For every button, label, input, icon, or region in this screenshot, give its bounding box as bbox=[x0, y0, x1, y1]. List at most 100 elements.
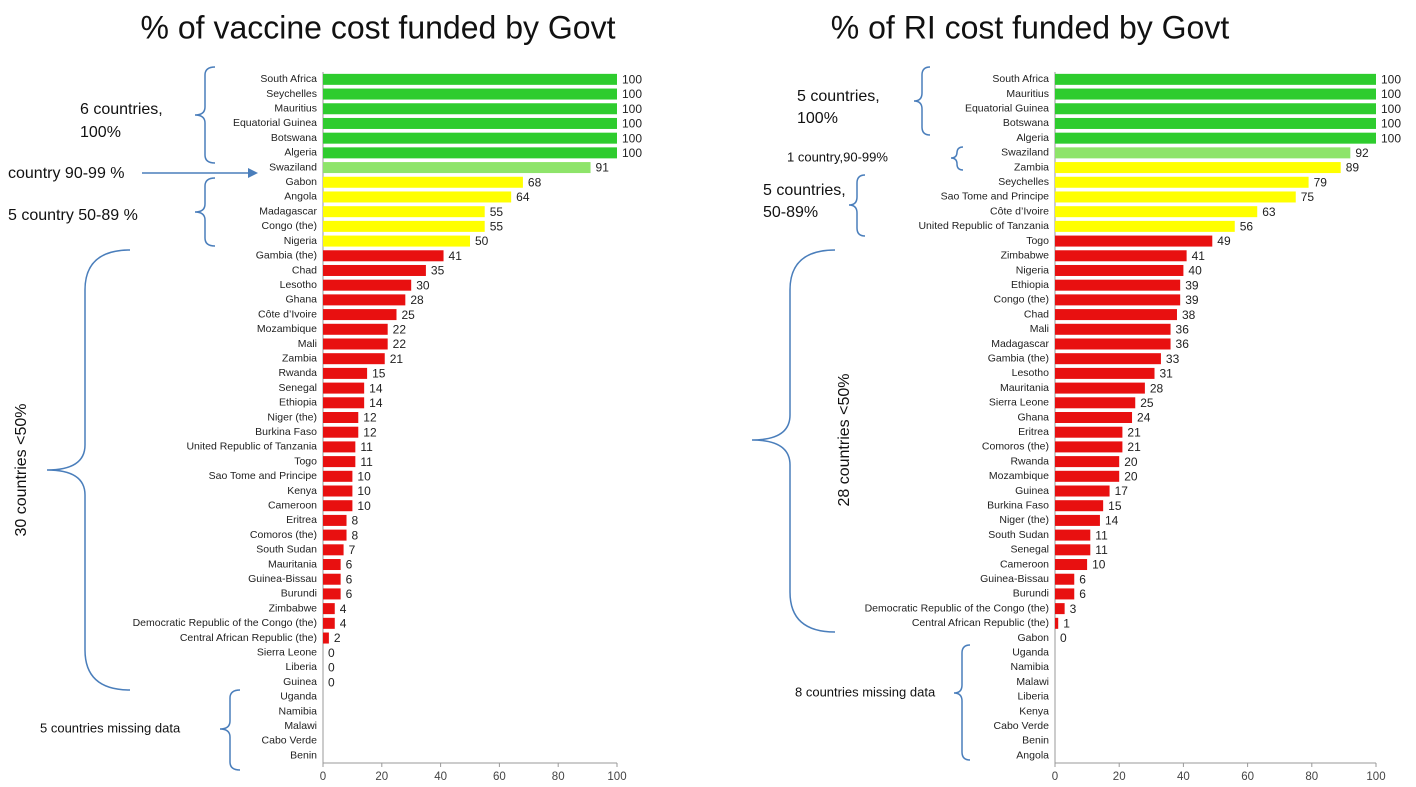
category-label: Nigeria bbox=[284, 235, 317, 247]
category-label: Angola bbox=[1016, 749, 1049, 761]
bar bbox=[323, 235, 470, 247]
category-label: Zambia bbox=[282, 352, 317, 364]
bar bbox=[1055, 426, 1123, 438]
category-label: Burkina Faso bbox=[987, 499, 1049, 511]
category-label: Algeria bbox=[1016, 132, 1049, 144]
value-label: 4 bbox=[340, 602, 347, 616]
brace bbox=[848, 174, 866, 237]
bar bbox=[323, 132, 617, 144]
value-label: 100 bbox=[1381, 131, 1401, 145]
bar bbox=[1055, 147, 1351, 159]
category-label: Madagascar bbox=[991, 338, 1049, 350]
value-label: 20 bbox=[1124, 455, 1138, 469]
value-label: 41 bbox=[449, 249, 463, 263]
category-label: Malawi bbox=[284, 720, 317, 732]
category-label: Ghana bbox=[1017, 411, 1049, 423]
value-label: 3 bbox=[1070, 602, 1077, 616]
value-label: 2 bbox=[334, 631, 341, 645]
bar bbox=[1055, 412, 1133, 423]
category-label: Mauritius bbox=[274, 103, 317, 115]
value-label: 35 bbox=[431, 264, 445, 278]
value-label: 10 bbox=[357, 469, 371, 483]
value-label: 1 bbox=[1063, 617, 1070, 631]
category-label: Mozambique bbox=[989, 470, 1049, 482]
bar bbox=[1055, 191, 1296, 203]
value-label: 15 bbox=[372, 367, 386, 381]
category-label: Cabo Verde bbox=[994, 720, 1050, 732]
bar bbox=[323, 500, 353, 512]
category-label: Botswana bbox=[1003, 117, 1049, 129]
x-tick-label: 40 bbox=[434, 771, 447, 783]
category-label: Mali bbox=[1030, 323, 1049, 335]
value-label: 11 bbox=[1095, 543, 1108, 557]
value-label: 100 bbox=[1381, 117, 1401, 131]
value-label: 6 bbox=[346, 572, 353, 586]
category-label: Guinea bbox=[283, 676, 317, 688]
bar bbox=[323, 529, 347, 541]
category-label: Liberia bbox=[285, 661, 317, 673]
x-tick-label: 0 bbox=[320, 771, 326, 783]
bar bbox=[1055, 382, 1145, 394]
bar bbox=[1055, 264, 1184, 276]
value-label: 55 bbox=[490, 205, 504, 219]
category-label: Burundi bbox=[281, 588, 317, 600]
bar bbox=[323, 353, 385, 365]
bar bbox=[323, 485, 353, 497]
annotation: 100% bbox=[797, 110, 838, 127]
category-label: Côte d’Ivoire bbox=[990, 205, 1049, 217]
value-label: 21 bbox=[390, 352, 404, 366]
x-tick-label: 100 bbox=[1366, 771, 1385, 783]
annotation: 30 countries <50% bbox=[13, 404, 30, 537]
category-label: Central African Republic (the) bbox=[912, 617, 1049, 629]
value-label: 100 bbox=[622, 131, 642, 145]
bar bbox=[1055, 485, 1110, 497]
value-label: 10 bbox=[357, 499, 371, 513]
value-label: 89 bbox=[1346, 161, 1360, 175]
category-label: Côte d’Ivoire bbox=[258, 308, 317, 320]
bar bbox=[1055, 309, 1177, 321]
value-label: 36 bbox=[1176, 322, 1190, 336]
category-label: Guinea-Bissau bbox=[980, 573, 1049, 585]
category-label: Madagascar bbox=[259, 205, 317, 217]
value-label: 21 bbox=[1127, 425, 1141, 439]
bar bbox=[323, 191, 512, 203]
category-label: Equatorial Guinea bbox=[965, 103, 1049, 115]
value-label: 14 bbox=[1105, 514, 1119, 528]
value-label: 33 bbox=[1166, 352, 1180, 366]
value-label: 8 bbox=[352, 528, 359, 542]
value-label: 0 bbox=[328, 661, 335, 675]
category-label: United Republic of Tanzania bbox=[186, 441, 317, 453]
category-label: Togo bbox=[294, 455, 317, 467]
x-tick-label: 100 bbox=[607, 771, 626, 783]
value-label: 64 bbox=[516, 190, 530, 204]
bar bbox=[1055, 162, 1341, 174]
bar bbox=[323, 470, 353, 482]
value-label: 21 bbox=[1127, 440, 1141, 454]
category-label: Zimbabwe bbox=[1001, 250, 1050, 262]
category-label: Kenya bbox=[287, 485, 317, 497]
bar bbox=[1055, 544, 1091, 556]
value-label: 22 bbox=[393, 322, 407, 336]
category-label: Gabon bbox=[285, 176, 317, 188]
bar bbox=[1055, 397, 1136, 409]
bar bbox=[1055, 103, 1376, 115]
value-label: 10 bbox=[1092, 558, 1106, 572]
category-label: South Africa bbox=[992, 73, 1049, 85]
category-label: Mali bbox=[298, 338, 317, 350]
value-label: 22 bbox=[393, 337, 407, 351]
category-label: Ghana bbox=[285, 294, 317, 306]
value-label: 14 bbox=[369, 396, 383, 410]
x-tick-label: 60 bbox=[1241, 771, 1254, 783]
category-label: Zimbabwe bbox=[269, 602, 318, 614]
category-label: Gambia (the) bbox=[256, 250, 317, 262]
bar bbox=[1055, 176, 1309, 188]
category-label: Seychelles bbox=[998, 176, 1049, 188]
category-label: Comoros (the) bbox=[250, 529, 317, 541]
category-label: Sierra Leone bbox=[257, 647, 317, 659]
category-label: Comoros (the) bbox=[982, 441, 1049, 453]
bar bbox=[323, 250, 444, 262]
bar bbox=[1055, 117, 1376, 129]
category-label: Gambia (the) bbox=[988, 352, 1049, 364]
bar bbox=[1055, 279, 1181, 291]
